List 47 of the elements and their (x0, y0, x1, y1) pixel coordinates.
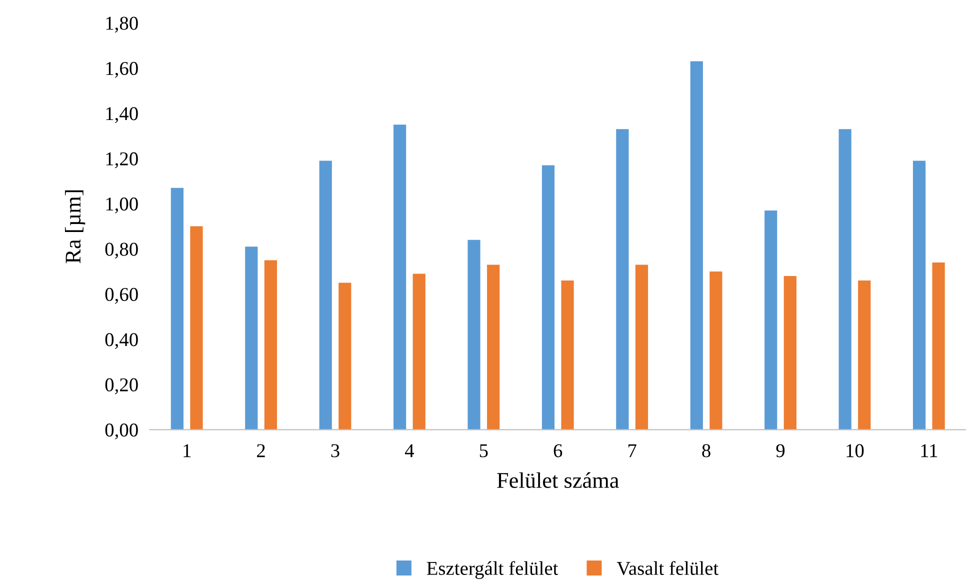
x-tick-label: 10 (846, 444, 864, 458)
x-tick-label: 6 (554, 444, 562, 458)
legend-label: Esztergált felület (426, 561, 558, 579)
y-tick-label: 0,80 (105, 242, 138, 259)
x-tick-label: 2 (257, 444, 265, 458)
x-tick-label: 9 (776, 444, 785, 458)
y-tick-label: 1,20 (106, 152, 138, 168)
bar (412, 274, 426, 430)
y-tick-label: 0,20 (105, 378, 138, 394)
bar (338, 282, 352, 430)
bar (784, 276, 796, 430)
x-tick-label: 4 (404, 444, 414, 458)
x-tick-label: 1 (184, 444, 191, 458)
bar (319, 160, 332, 430)
y-tick-label: 0,00 (105, 424, 138, 440)
bar (190, 226, 203, 430)
y-axis-title: Ra [µm] (64, 190, 86, 264)
bar (710, 271, 722, 430)
x-tick-label: 8 (702, 444, 710, 458)
bar (635, 264, 648, 430)
bar (616, 129, 629, 430)
bar (487, 264, 500, 430)
bar (170, 188, 184, 430)
legend-label: Vasalt felület (616, 561, 718, 576)
bar (561, 280, 574, 430)
bar (245, 246, 258, 430)
y-tick-label: 1,00 (106, 198, 138, 214)
y-tick-label: 1,80 (106, 16, 138, 33)
y-tick-label: 0,40 (105, 333, 138, 350)
bar (264, 260, 277, 430)
bar (932, 262, 945, 430)
y-tick-label: 1,60 (106, 62, 138, 78)
bar (394, 124, 406, 430)
bar (838, 129, 852, 430)
bar (542, 165, 555, 430)
x-tick-label: 7 (628, 444, 636, 458)
bar (858, 280, 871, 430)
x-axis-title: Felület száma (497, 472, 619, 488)
bar (468, 240, 480, 430)
bar (690, 61, 703, 430)
bar (912, 160, 926, 430)
x-tick-label: 11 (921, 444, 938, 458)
y-tick-label: 1,40 (106, 107, 138, 124)
x-tick-label: 5 (480, 444, 488, 458)
y-tick-label: 0,60 (105, 288, 138, 304)
x-tick-label: 3 (331, 444, 340, 458)
bar (764, 210, 778, 430)
